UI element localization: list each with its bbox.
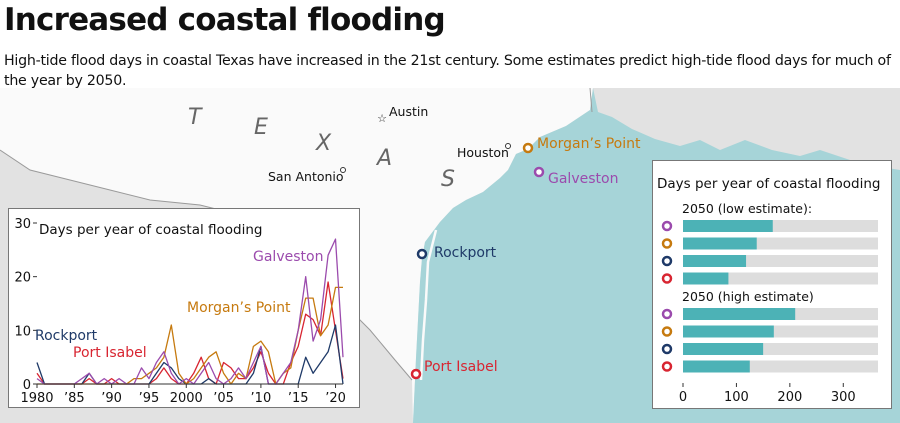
bar-chart: Days per year of coastal flooding 2050 (… <box>657 176 880 405</box>
page-subtitle: High-tide flood days in coastal Texas ha… <box>4 53 891 89</box>
bar-galveston <box>683 308 796 320</box>
x-tick-label: 300 <box>831 390 856 405</box>
x-tick-label: 2000 <box>170 391 203 406</box>
city-dot-icon <box>505 143 511 149</box>
x-tick-label: ’15 <box>288 391 309 406</box>
y-tick-label: 20 <box>14 271 31 286</box>
x-tick-label: ’20 <box>325 391 346 406</box>
station-marker-icon <box>661 238 673 249</box>
bar-rockport <box>683 343 764 355</box>
bar-track <box>683 272 878 285</box>
page-title: Increased coastal flooding <box>4 2 446 38</box>
y-tick-label: 10 <box>14 324 31 339</box>
station-marker-icon <box>661 273 673 284</box>
texas-louisiana-border <box>589 87 593 113</box>
station-marker-icon <box>661 326 673 337</box>
state-letter: T <box>188 105 203 130</box>
series-line-galveston <box>36 238 344 385</box>
city-label: San Antonio <box>268 169 344 184</box>
group-label-high: 2050 (high estimate) <box>682 289 814 304</box>
station-label: Galveston <box>548 171 618 187</box>
station-marker-icon <box>410 368 422 380</box>
station-marker-icon <box>661 220 673 232</box>
station-marker-icon <box>661 308 673 320</box>
star-icon: ☆ <box>377 112 387 125</box>
x-tick-label: ’85 <box>64 391 85 406</box>
louisiana-land <box>593 88 900 170</box>
city-dot-icon <box>340 167 346 173</box>
station-marker-icon <box>661 255 673 267</box>
y-tick-label: 0 <box>23 378 31 393</box>
station-morgans-point: Morgan’s Point <box>522 136 641 154</box>
series-label-morgans-point: Morgan’s Point <box>187 300 291 316</box>
state-letter: E <box>254 115 270 140</box>
padre-island <box>419 229 438 381</box>
station-marker-icon <box>416 248 428 260</box>
group-label-low: 2050 (low estimate): <box>682 201 812 216</box>
state-letter: X <box>315 131 333 156</box>
y-tick-label: 30 <box>14 217 31 232</box>
series-label-port-isabel: Port Isabel <box>73 345 147 361</box>
state-letter: A <box>375 146 394 171</box>
series-label-galveston: Galveston <box>253 249 323 265</box>
station-label: Port Isabel <box>424 359 498 375</box>
x-tick-label: 200 <box>777 390 802 405</box>
station-port-isabel: Port Isabel <box>410 359 498 380</box>
bar-chart-panel: Days per year of coastal flooding 2050 (… <box>652 160 892 409</box>
chart-title: Days per year of coastal flooding <box>657 176 880 192</box>
station-rockport: Rockport <box>416 245 497 261</box>
state-name-lettering: T E X A S <box>188 105 457 192</box>
x-tick-label: ’10 <box>251 391 272 406</box>
station-label: Rockport <box>434 245 497 261</box>
bar-morgan-s-point <box>683 237 757 250</box>
chart-title: Days per year of coastal flooding <box>39 222 262 238</box>
city-austin: ☆ Austin <box>377 104 428 125</box>
x-tick-label: ’90 <box>101 391 122 406</box>
bar-port-isabel <box>683 272 729 285</box>
x-tick-label: 100 <box>724 390 749 405</box>
line-chart: Days per year of coastal flooding 0 10 20 3… <box>14 217 346 406</box>
city-san-antonio: San Antonio <box>268 167 346 184</box>
station-label: Morgan’s Point <box>537 136 641 152</box>
city-label: Houston <box>457 145 509 160</box>
station-marker-icon <box>661 361 673 372</box>
bar-rockport <box>683 255 747 267</box>
city-label: Austin <box>389 104 428 119</box>
x-tick-label: 1980 <box>20 391 53 406</box>
x-tick-label: 0 <box>679 390 687 405</box>
city-houston: Houston <box>457 143 511 160</box>
series-label-rockport: Rockport <box>35 328 98 344</box>
bar-port-isabel <box>683 360 750 373</box>
state-letter: S <box>441 167 457 192</box>
bar-galveston <box>683 220 773 232</box>
station-marker-icon <box>533 166 545 178</box>
station-marker-icon <box>522 142 534 154</box>
bar-morgan-s-point <box>683 325 774 338</box>
line-chart-panel: Days per year of coastal flooding 0 10 20 3… <box>8 208 360 408</box>
x-tick-label: ’05 <box>213 391 234 406</box>
station-marker-icon <box>661 343 673 355</box>
x-tick-label: ’95 <box>139 391 160 406</box>
station-galveston: Galveston <box>533 166 618 187</box>
